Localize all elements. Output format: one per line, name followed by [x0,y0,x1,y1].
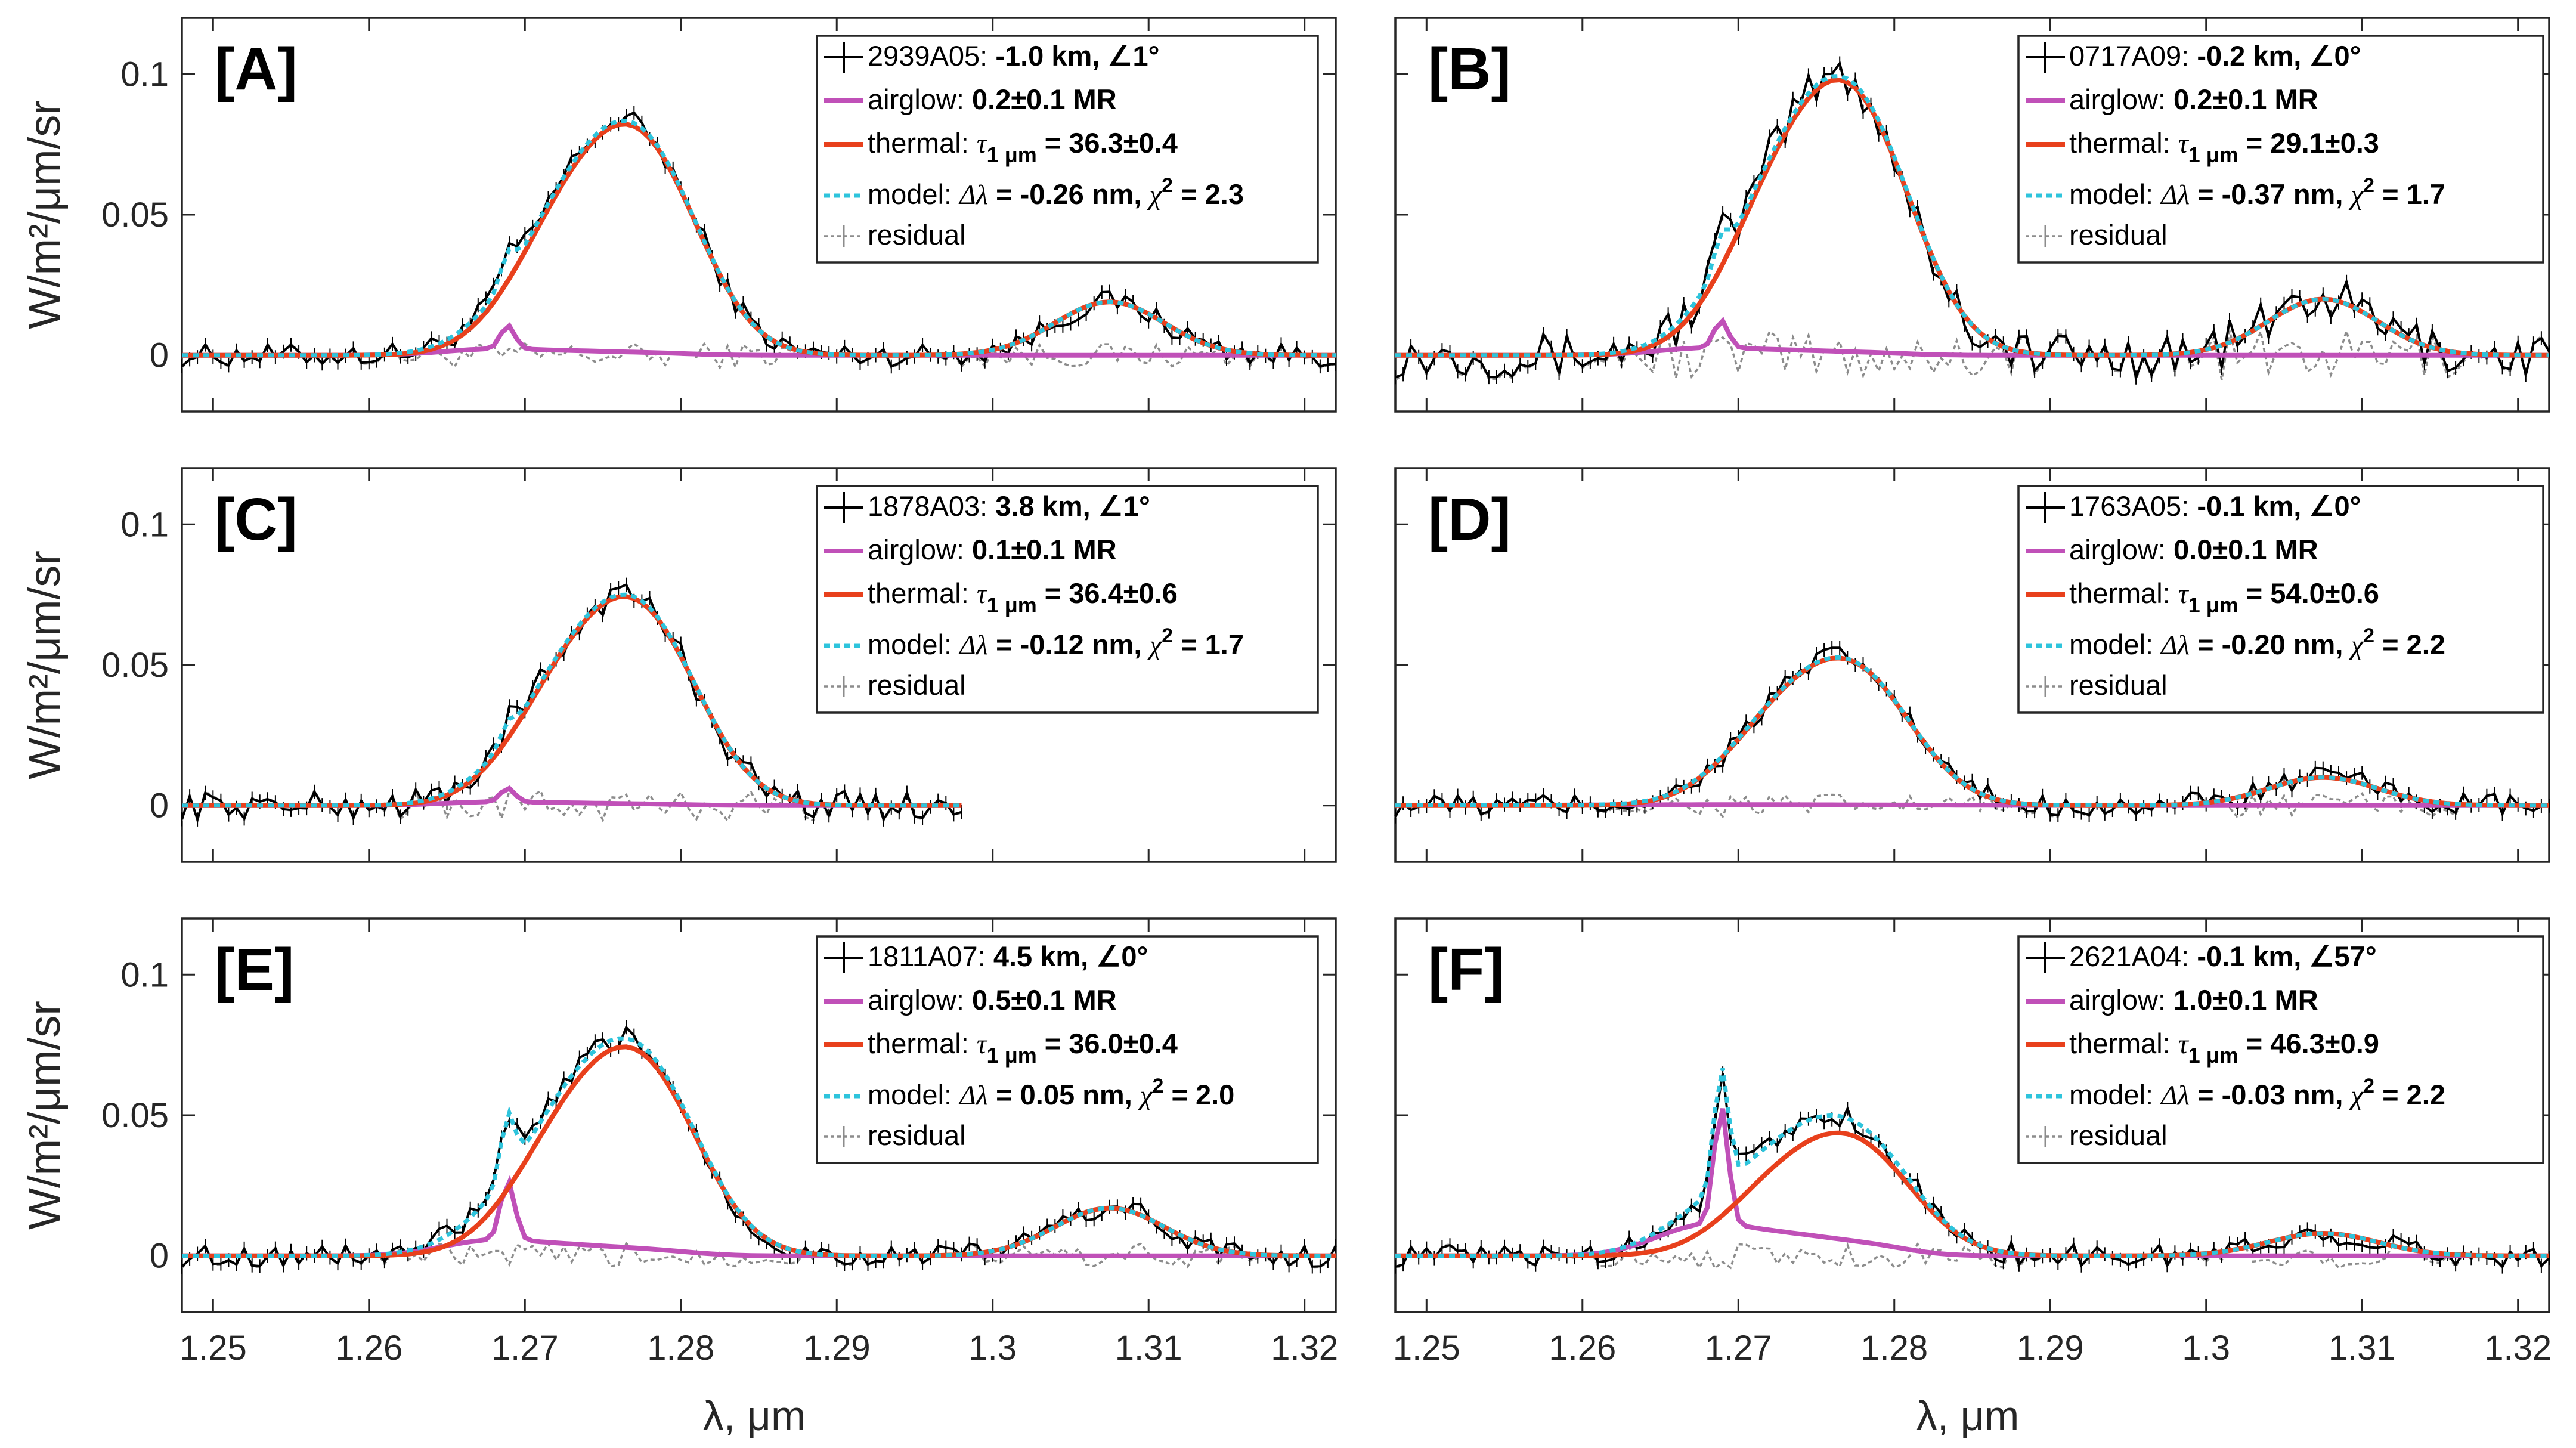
y-tick-label: 0.05 [101,1096,169,1135]
legend-data-text: 2939A05: -1.0 km, ∠1° [868,40,1159,72]
panel-f: 1.25 1.26 1.27 1.28 1.29 1.3 1.31 1.32 [F] 2621A0… [1393,917,2552,1367]
legend-residual-text: residual [2069,669,2168,701]
series-model [1395,73,2549,358]
legend-thermal-text: thermal: τ1 μm = 36.3±0.4 [868,127,1178,167]
y-tick-label: 0.1 [120,55,169,94]
series-model [182,119,1336,358]
x-tick-label: 1.31 [2329,1329,2396,1367]
series-model [1395,1067,2549,1258]
y-tick-label: 0 [150,336,169,375]
y-axis-label: W/m²/μm/sr [20,100,69,329]
series-residual [1395,327,2550,384]
x-tick-label: 1.25 [1393,1329,1460,1367]
legend: 1878A03: 3.8 km, ∠1° airglow: 0.1±0.1 MR t… [816,485,1319,714]
legend: 2621A04: -0.1 km, ∠57° airglow: 1.0±0.1 M… [2017,935,2544,1164]
y-tick-label: 0 [150,1237,169,1276]
legend-residual-text: residual [2069,1119,2168,1151]
x-tick-label: 1.3 [968,1329,1017,1367]
series-data [181,1025,1337,1268]
x-tick-label: 1.27 [1705,1329,1772,1367]
legend-box [2017,935,2544,1164]
legend: 1811A07: 4.5 km, ∠0° airglow: 0.5±0.1 MR t… [816,935,1319,1164]
legend-residual-text: residual [868,219,966,250]
y-tick-label: 0.1 [120,505,169,544]
panel-label: [E] [215,936,294,1003]
series-model [1395,655,2549,808]
panel-a: 0 0.05 0.1 [A] 2939A05: -1.0 km, ∠1° airglow:… [101,17,1337,413]
legend-airglow-text: airglow: 0.2±0.1 MR [2069,83,2318,115]
legend-airglow-text: airglow: 0.0±0.1 MR [2069,534,2318,565]
x-tick-label: 1.3 [2182,1329,2230,1367]
legend-data-text: 1811A07: 4.5 km, ∠0° [868,940,1148,972]
legend-data-text: 2621A04: -0.1 km, ∠57° [2069,940,2377,972]
x-tick-label: 1.32 [2484,1329,2552,1367]
legend-data-text: 1763A05: -0.1 km, ∠0° [2069,490,2361,522]
panel-label: [A] [215,36,298,103]
legend: 2939A05: -1.0 km, ∠1° airglow: 0.2±0.1 MR… [816,35,1319,264]
panel-label: [C] [215,486,298,553]
x-tick-label: 1.31 [1115,1329,1182,1367]
x-tick-label: 1.29 [803,1329,871,1367]
y-axis-label: W/m²/μm/sr [20,1001,69,1230]
legend-thermal-text: thermal: τ1 μm = 36.4±0.6 [868,577,1178,617]
legend-residual-text: residual [868,669,966,701]
x-tick-label: 1.26 [1549,1329,1616,1367]
x-axis-label: λ, μm [1916,1393,2020,1439]
legend-box [2017,485,2544,714]
legend-model-text: model: Δλ = -0.12 nm, χ2 = 1.7 [868,624,1244,661]
legend-thermal-text: thermal: τ1 μm = 46.3±0.9 [2069,1028,2379,1068]
panel-label: [F] [1428,936,1504,1003]
series-residual [181,341,1336,370]
legend-thermal-text: thermal: τ1 μm = 54.0±0.6 [2069,577,2379,617]
x-tick-label: 1.28 [1860,1329,1928,1367]
legend-data-text: 1878A03: 3.8 km, ∠1° [868,490,1150,522]
x-tick-label: 1.25 [179,1329,247,1367]
legend-model-text: model: Δλ = -0.03 nm, χ2 = 2.2 [2069,1075,2445,1111]
legend-airglow-text: airglow: 1.0±0.1 MR [2069,984,2318,1016]
x-tick-label: 1.29 [2017,1329,2084,1367]
series-data [1395,1073,2550,1269]
legend-box [2017,35,2544,264]
legend-thermal-text: thermal: τ1 μm = 36.0±0.4 [868,1028,1178,1068]
panel-b: [B] 0717A09: -0.2 km, ∠0° airglow: 0.2±0.1… [1394,17,2550,413]
legend-model-text: model: Δλ = -0.20 nm, χ2 = 2.2 [2069,624,2445,661]
series-model [182,1036,1336,1258]
y-axis-label: W/m²/μm/sr [20,550,69,779]
x-axis-label: λ, μm [703,1393,806,1439]
legend-residual-text: residual [2069,219,2168,250]
legend-box [816,485,1319,714]
y-tick-label: 0 [150,787,169,825]
legend-model-text: model: Δλ = -0.37 nm, χ2 = 1.7 [2069,174,2445,211]
y-tick-label: 0.1 [120,955,169,994]
panel-label: [D] [1428,486,1511,553]
legend: 1763A05: -0.1 km, ∠0° airglow: 0.0±0.1 MR… [2017,485,2544,714]
legend-airglow-text: airglow: 0.2±0.1 MR [868,83,1117,115]
legend-model-text: model: Δλ = -0.26 nm, χ2 = 2.3 [868,174,1244,211]
y-tick-label: 0.05 [101,196,169,234]
x-tick-label: 1.26 [335,1329,402,1367]
legend-model-text: model: Δλ = 0.05 nm, χ2 = 2.0 [868,1075,1234,1111]
panel-label: [B] [1428,36,1511,103]
legend-thermal-text: thermal: τ1 μm = 29.1±0.3 [2069,127,2379,167]
series-model [182,592,962,808]
series-residual [181,1241,1337,1269]
x-tick-label: 1.27 [491,1329,559,1367]
legend: 0717A09: -0.2 km, ∠0° airglow: 0.2±0.1 MR… [2017,35,2544,264]
panel-d: [D] 1763A05: -0.1 km, ∠0° airglow: 0.0±0.1… [1394,467,2550,863]
legend-airglow-text: airglow: 0.5±0.1 MR [868,984,1117,1016]
x-tick-label: 1.32 [1271,1329,1338,1367]
panel-c: 0 0.05 0.1 [C] 1878A03: 3.8 km, ∠1° airglow: … [101,467,1337,863]
y-tick-label: 0.05 [101,646,169,685]
legend-residual-text: residual [868,1119,966,1151]
panel-e: 1.25 1.26 1.27 1.28 1.29 1.3 1.31 1.32 0 0.05 0.1 [… [101,917,1338,1367]
series-data [181,111,1336,369]
x-tick-label: 1.28 [647,1329,714,1367]
legend-airglow-text: airglow: 0.1±0.1 MR [868,534,1117,565]
legend-box [816,35,1319,264]
legend-data-text: 0717A09: -0.2 km, ∠0° [2069,40,2361,72]
legend-box [816,935,1319,1164]
